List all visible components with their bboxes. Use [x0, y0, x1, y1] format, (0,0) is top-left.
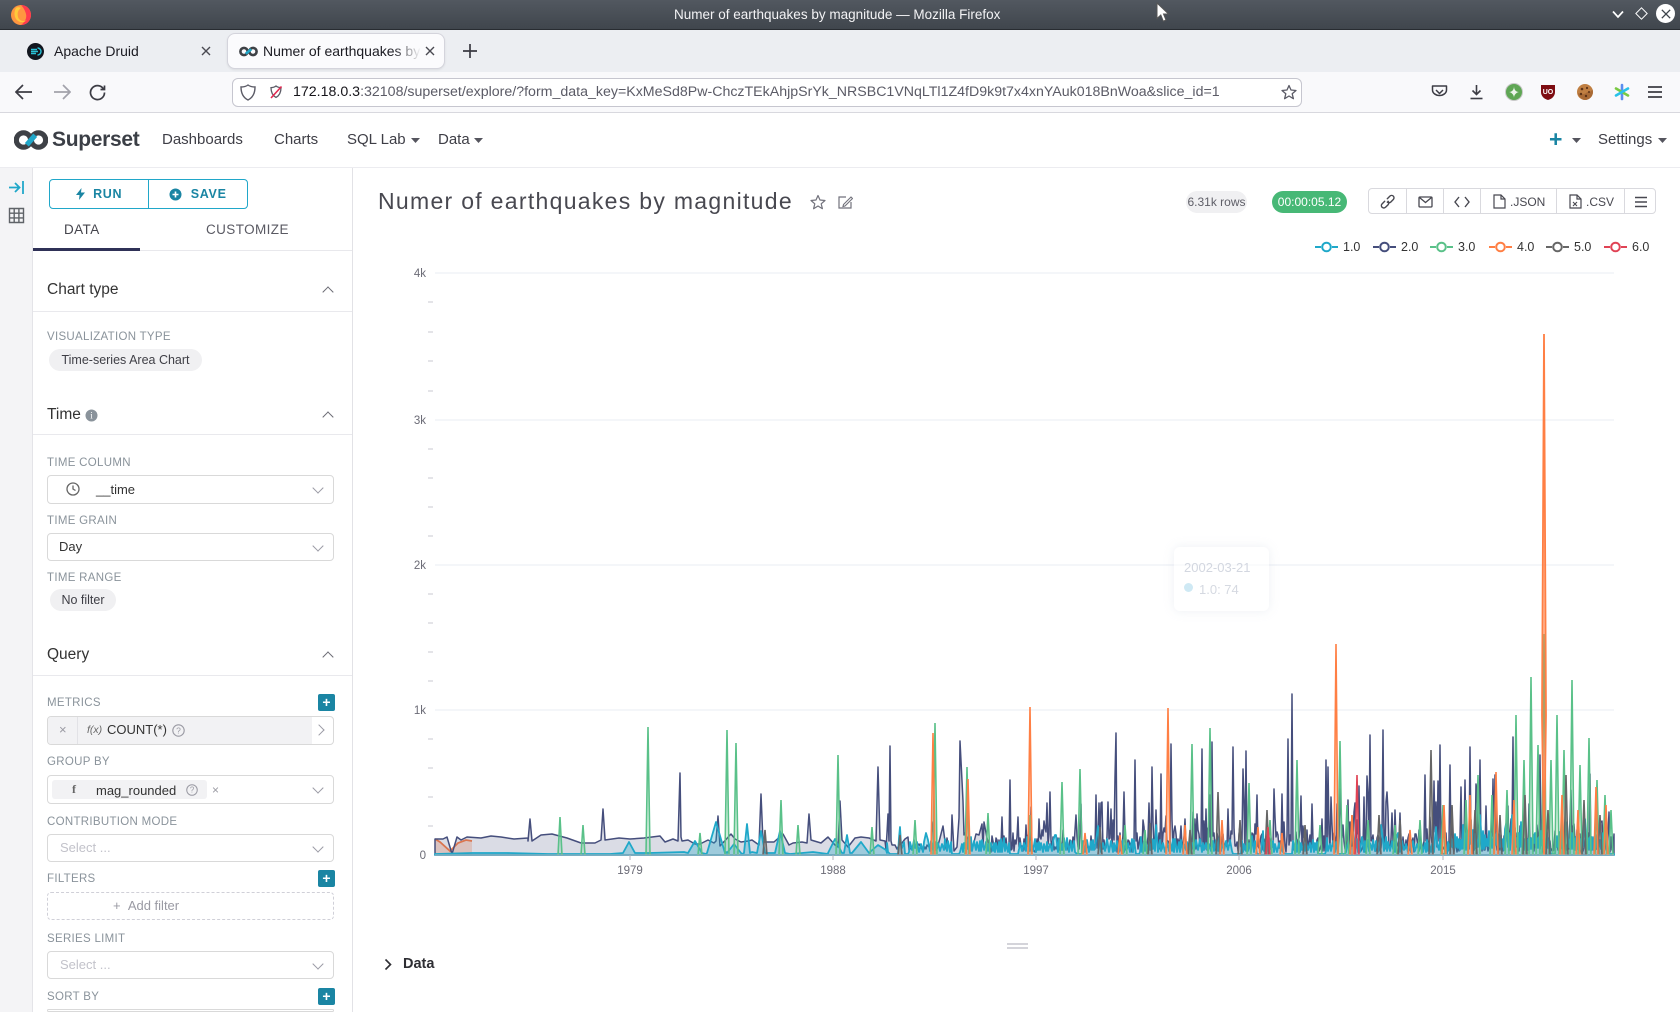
svg-text:2k: 2k [414, 560, 426, 572]
svg-text:0: 0 [420, 850, 426, 862]
svg-text:4k: 4k [414, 268, 426, 280]
svg-text:1988: 1988 [820, 865, 846, 877]
svg-text:3k: 3k [414, 415, 426, 427]
svg-text:?: ? [176, 725, 181, 735]
svg-text:1k: 1k [414, 705, 426, 717]
svg-text:2006: 2006 [1226, 865, 1252, 877]
svg-text:UO: UO [1543, 89, 1554, 96]
svg-text:i: i [90, 411, 93, 421]
svg-text:1979: 1979 [617, 865, 643, 877]
svg-text:?: ? [190, 786, 195, 795]
svg-text:1997: 1997 [1023, 865, 1049, 877]
svg-text:2015: 2015 [1430, 865, 1456, 877]
